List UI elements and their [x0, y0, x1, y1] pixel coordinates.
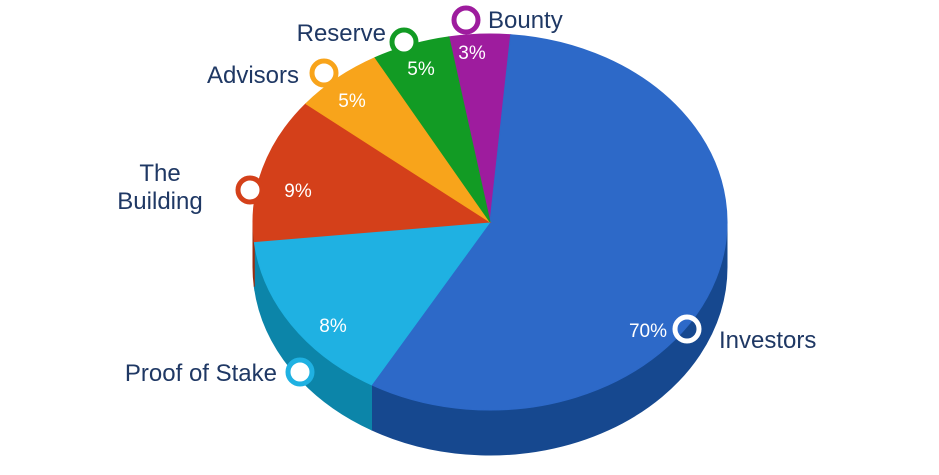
series-label-proof-of-stake: Proof of Stake: [125, 360, 277, 387]
series-label-advisors: Advisors: [207, 62, 299, 89]
pie-slice-proof-of-stake: [253, 221, 492, 386]
value-label-advisors: 5%: [338, 91, 366, 112]
series-label-the-building: The Building: [117, 160, 202, 215]
pie-slice-the-building: [252, 103, 492, 243]
legend-ring-advisors-icon: [309, 58, 339, 88]
legend-ring-investors-icon: [672, 314, 702, 344]
legend-ring-proof-of-stake-icon: [285, 357, 315, 387]
series-label-reserve: Reserve: [297, 20, 386, 47]
pie-slice-investors: [370, 34, 728, 411]
value-label-proof-of-stake: 8%: [319, 316, 347, 337]
series-label-bounty: Bounty: [488, 7, 563, 34]
legend-ring-reserve-icon: [389, 27, 419, 57]
legend-ring-the-building-icon: [235, 175, 265, 205]
value-label-bounty: 3%: [458, 43, 486, 64]
value-label-investors: 70%: [629, 321, 667, 342]
legend-ring-bounty-icon: [451, 5, 481, 35]
value-label-reserve: 5%: [407, 59, 435, 80]
series-label-investors: Investors: [719, 327, 816, 354]
value-label-the-building: 9%: [284, 181, 312, 202]
